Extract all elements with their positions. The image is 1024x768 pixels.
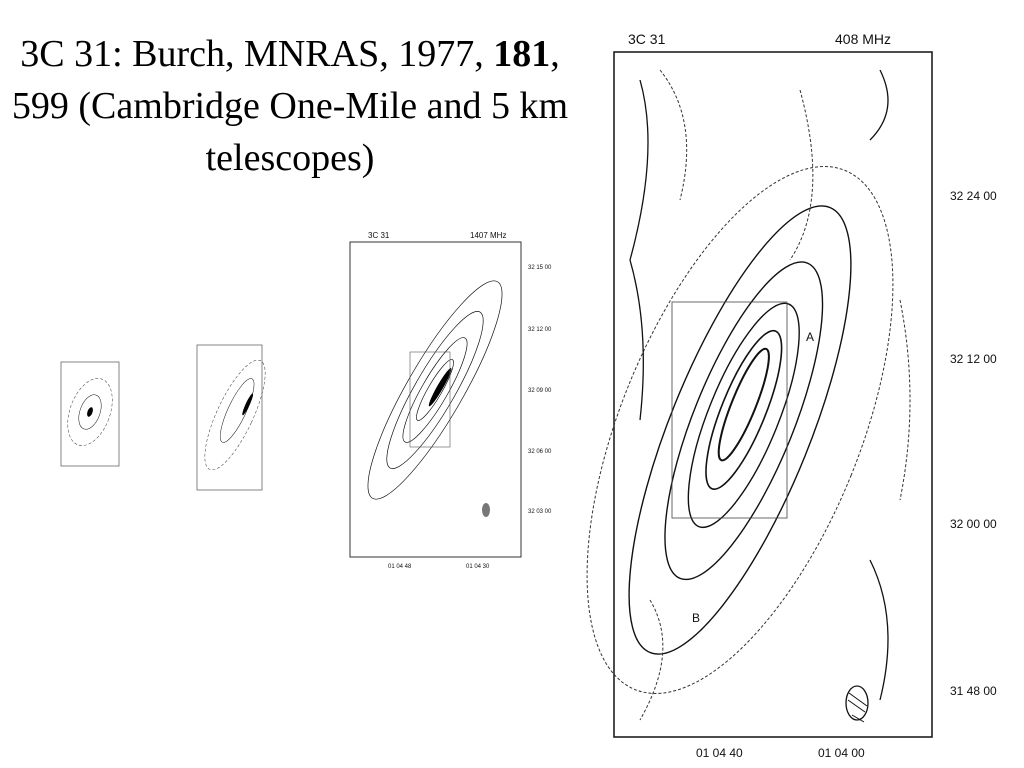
slide-title: 3C 31: Burch, MNRAS, 1977, 181, 599 (Cam… [0, 28, 580, 184]
component-label: A [806, 330, 814, 344]
map-1407: 3C 31 1407 MHz 32 15 00 32 12 00 32 09 0… [349, 231, 552, 570]
dec-label: 32 15 00 [528, 265, 552, 271]
dec-label: 32 24 00 [950, 189, 997, 203]
title-volume: 181 [493, 33, 551, 75]
map-frequency: 408 MHz [835, 31, 891, 47]
dec-label: 32 00 00 [950, 517, 997, 531]
map-source: 3C 31 [368, 231, 390, 240]
map-frequency: 1407 MHz [470, 231, 506, 240]
ra-label: 01 04 48 [388, 564, 412, 570]
dec-label: 32 03 00 [528, 509, 552, 515]
dec-label: 31 48 00 [950, 684, 997, 698]
small-map [60, 361, 120, 467]
ra-label: 01 04 40 [696, 746, 743, 760]
ra-label: 01 04 00 [818, 746, 865, 760]
map-408: 3C 31 408 MHz A B 32 24 00 32 12 00 32 0… [586, 31, 997, 760]
dec-label: 32 12 00 [950, 352, 997, 366]
title-text: 3C 31: Burch, MNRAS, 1977, [20, 33, 494, 75]
dec-label: 32 09 00 [528, 388, 552, 394]
small-map [196, 344, 266, 491]
dec-label: 32 12 00 [528, 327, 552, 333]
title-text: , 599 (Cambridge One-Mile and 5 km teles… [11, 33, 569, 179]
map-source: 3C 31 [628, 31, 666, 47]
component-label: B [692, 611, 700, 625]
ra-label: 01 04 30 [466, 564, 490, 570]
dec-label: 32 06 00 [528, 449, 552, 455]
